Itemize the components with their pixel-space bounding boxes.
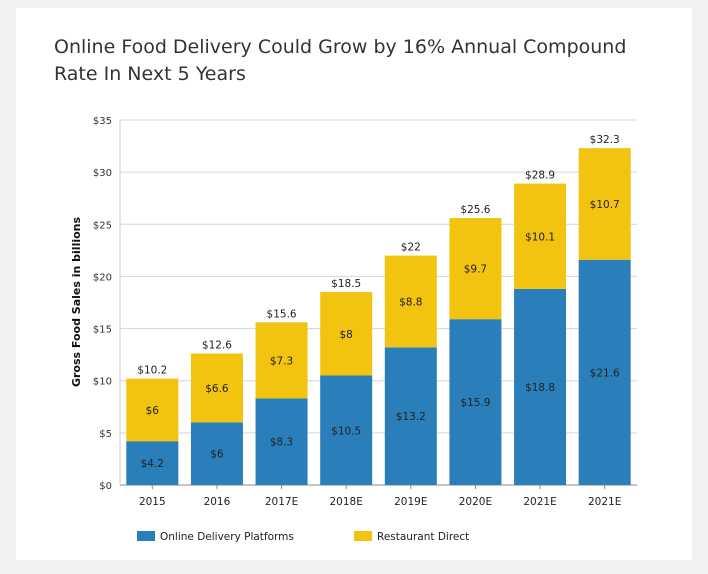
x-tick-label: 2016 [204, 496, 231, 508]
bar-online-delivery [255, 398, 308, 485]
x-tick-label: 2021E [588, 496, 621, 508]
total-label: $10.2 [137, 365, 167, 377]
y-tick-label: $30 [93, 168, 112, 179]
y-tick-label: $15 [93, 325, 112, 336]
x-tick-label: 2020E [459, 496, 492, 508]
bar-online-delivery [449, 319, 502, 485]
data-label: $21.6 [590, 367, 620, 379]
x-tick-label: 2018E [330, 496, 363, 508]
data-label: $10.7 [590, 199, 620, 211]
data-label: $6.6 [205, 383, 229, 395]
bar-online-delivery [384, 347, 437, 485]
bar-online-delivery [514, 288, 567, 485]
bar-restaurant-direct [190, 353, 243, 423]
data-label: $9.7 [464, 264, 487, 276]
data-label: $10.1 [525, 231, 555, 243]
bar-restaurant-direct [255, 322, 308, 399]
legend-swatch [137, 531, 155, 541]
y-tick-label: $0 [99, 481, 112, 492]
legend-swatch [354, 531, 372, 541]
bar-online-delivery [126, 441, 179, 485]
y-axis-label: Gross Food Sales in billions [70, 217, 83, 388]
total-label: $28.9 [525, 170, 555, 182]
bar-online-delivery [320, 375, 373, 485]
total-label: $18.5 [331, 278, 361, 290]
x-tick-label: 2019E [394, 496, 427, 508]
legend-label: Restaurant Direct [377, 531, 469, 543]
total-label: $15.6 [267, 308, 297, 320]
bar-restaurant-direct [320, 292, 373, 376]
data-label: $18.8 [525, 382, 555, 394]
data-label: $6 [210, 449, 224, 461]
x-tick-label: 2015 [139, 496, 166, 508]
data-label: $15.9 [460, 397, 490, 409]
bar-restaurant-direct [384, 255, 437, 348]
data-label: $7.3 [270, 355, 293, 367]
y-tick-label: $20 [93, 272, 112, 283]
total-label: $22 [401, 242, 421, 254]
bar-restaurant-direct [449, 218, 502, 320]
chart-title: Online Food Delivery Could Grow by 16% A… [54, 36, 627, 85]
data-label: $4.2 [141, 458, 164, 470]
data-label: $8 [340, 329, 353, 341]
total-label: $12.6 [202, 340, 232, 352]
total-label: $25.6 [460, 204, 490, 216]
bar-restaurant-direct [514, 183, 567, 289]
data-label: $8.3 [270, 437, 293, 449]
y-tick-label: $25 [93, 220, 112, 231]
y-tick-label: $10 [93, 377, 112, 388]
y-tick-label: $5 [99, 429, 112, 440]
bar-restaurant-direct [578, 148, 631, 260]
data-label: $8.8 [399, 296, 422, 308]
legend-label: Online Delivery Platforms [160, 531, 294, 543]
bar-online-delivery [578, 259, 631, 485]
total-label: $32.3 [590, 134, 620, 146]
x-tick-label: 2017E [265, 496, 298, 508]
x-tick-label: 2021E [523, 496, 556, 508]
data-label: $13.2 [396, 411, 426, 423]
data-label: $10.5 [331, 425, 361, 437]
bar-online-delivery [190, 422, 243, 485]
data-label: $6 [146, 405, 160, 417]
y-tick-label: $35 [93, 116, 112, 127]
bar-restaurant-direct [126, 378, 179, 442]
